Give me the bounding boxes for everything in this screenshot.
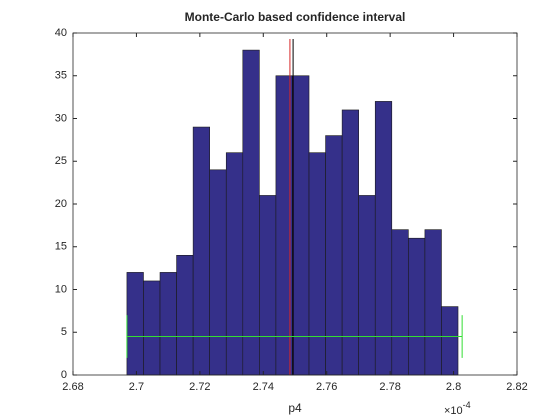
y-tick-label: 30 bbox=[55, 112, 67, 124]
y-tick-label: 5 bbox=[61, 326, 67, 338]
bar bbox=[259, 195, 277, 376]
y-tick-label: 15 bbox=[55, 241, 67, 253]
bar bbox=[424, 229, 442, 376]
bar bbox=[292, 75, 310, 376]
bar bbox=[308, 152, 326, 376]
bar bbox=[143, 280, 161, 376]
y-tick-label: 10 bbox=[55, 283, 67, 295]
x-tick-label: 2.68 bbox=[62, 381, 83, 393]
bar bbox=[209, 169, 227, 376]
bar bbox=[341, 109, 359, 376]
x-tick-label: 2.82 bbox=[506, 381, 527, 393]
x-axis-label: p4 bbox=[288, 401, 302, 415]
x-tick-label: 2.74 bbox=[253, 381, 274, 393]
bar bbox=[159, 272, 177, 376]
x-exponent-value: -4 bbox=[463, 400, 471, 410]
chart-title: Monte-Carlo based confidence interval bbox=[185, 10, 406, 24]
bar bbox=[192, 126, 210, 376]
bar bbox=[391, 229, 409, 376]
bar bbox=[325, 135, 343, 376]
bar bbox=[358, 195, 376, 376]
x-multiplier: ×10 bbox=[444, 405, 463, 417]
y-tick-label: 25 bbox=[55, 155, 67, 167]
x-tick-label: 2.78 bbox=[379, 381, 400, 393]
bar bbox=[242, 49, 260, 376]
x-exponent: ×10-4 bbox=[444, 400, 471, 417]
y-tick-label: 0 bbox=[61, 369, 67, 381]
bar bbox=[408, 237, 426, 376]
x-tick-label: 2.7 bbox=[129, 381, 144, 393]
x-tick-label: 2.76 bbox=[316, 381, 337, 393]
bar bbox=[225, 152, 244, 376]
bar bbox=[176, 255, 194, 376]
bar bbox=[374, 101, 393, 376]
y-tick-label: 40 bbox=[55, 27, 67, 39]
x-tick-label: 2.8 bbox=[446, 381, 461, 393]
y-tick-label: 35 bbox=[55, 70, 67, 82]
bar bbox=[441, 306, 459, 376]
bar bbox=[126, 272, 144, 376]
x-tick-label: 2.72 bbox=[189, 381, 210, 393]
y-tick-label: 20 bbox=[55, 198, 67, 210]
